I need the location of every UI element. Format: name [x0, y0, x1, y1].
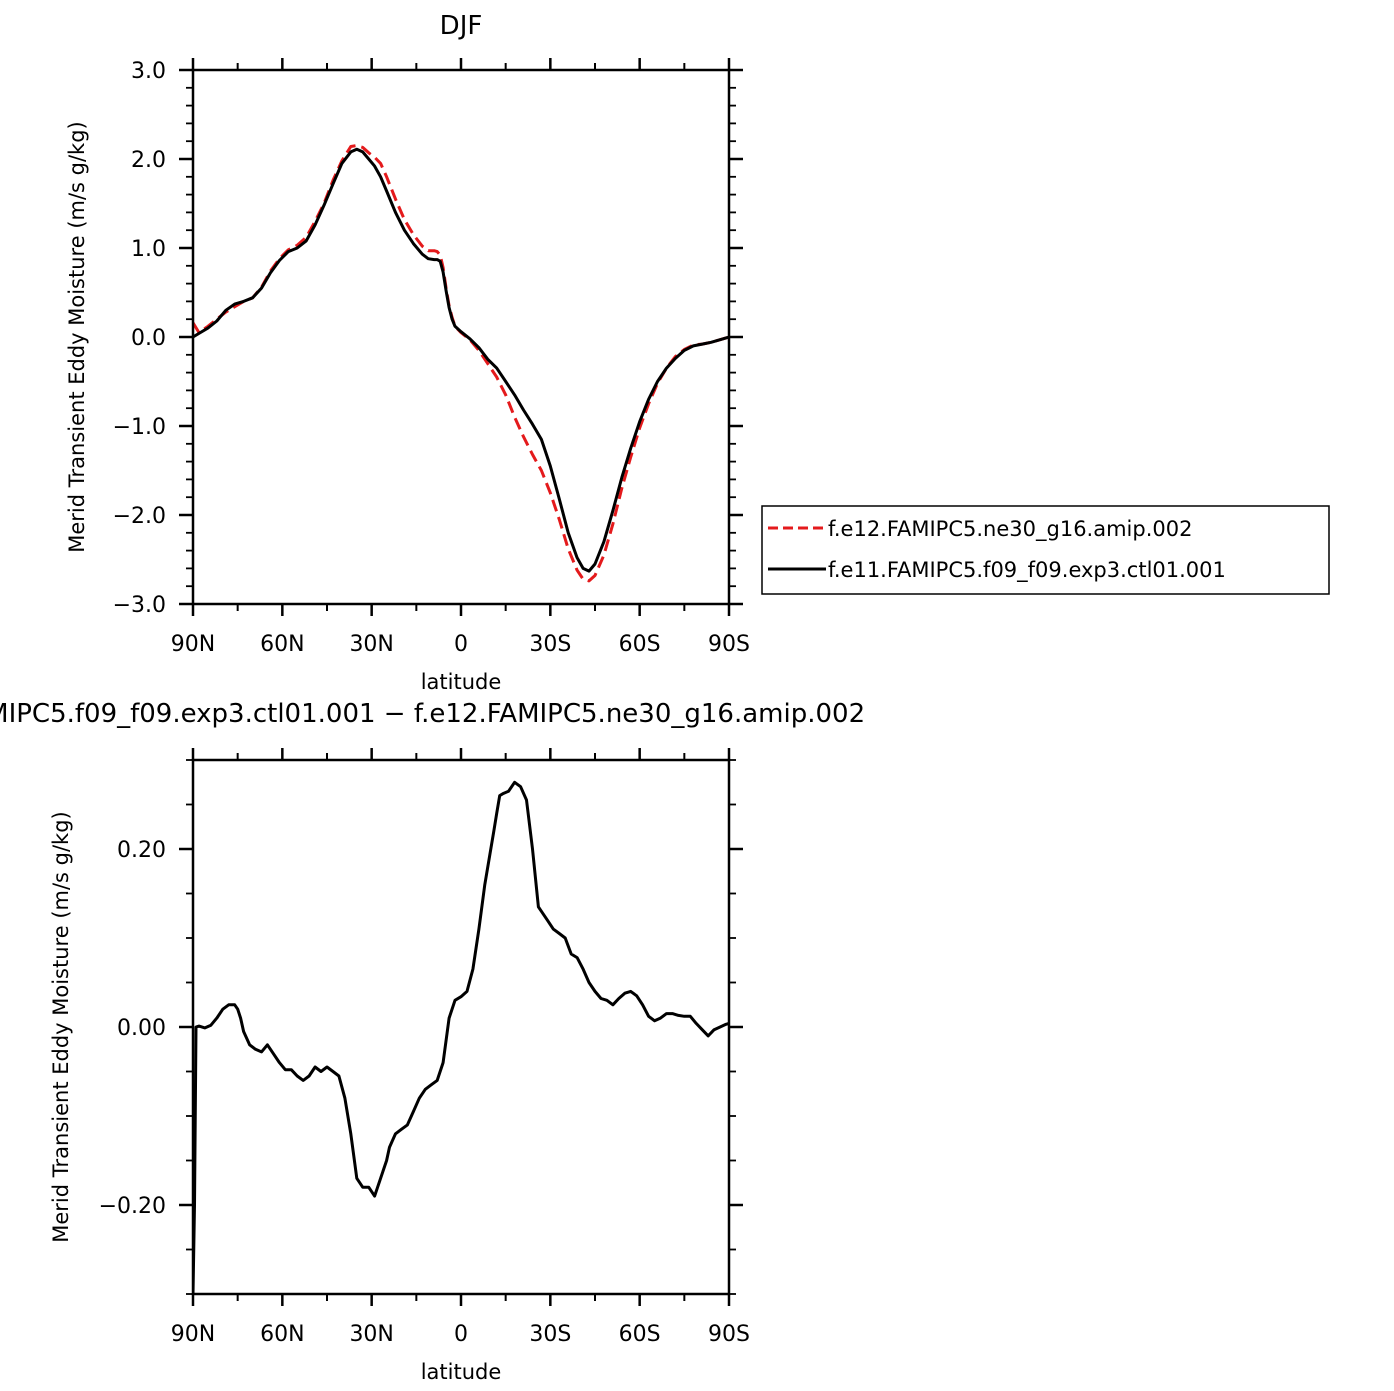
x-tick-label: 30N — [349, 632, 393, 657]
plot-frame — [191, 68, 731, 606]
legend: f.e12.FAMIPC5.ne30_g16.amip.002 f.e11.FA… — [761, 505, 1330, 595]
diff-x-tick-label: 30S — [529, 1322, 571, 1347]
x-tick-label: 0 — [454, 632, 468, 657]
plot-area-difference: 90N 60N 30N 0 30S 60S 90S 0.20 0.00 −0.20 — [99, 748, 750, 1347]
legend-entry-series-2: f.e11.FAMIPC5.f09_f09.exp3.ctl01.001 — [828, 558, 1226, 583]
legend-entry-series-1: f.e12.FAMIPC5.ne30_g16.amip.002 — [828, 517, 1192, 542]
x-tick-label: 60S — [619, 632, 661, 657]
diff-x-tick-label: 0 — [454, 1322, 468, 1347]
diff-x-tick-label: 60N — [260, 1322, 304, 1347]
y-tick-label: 3.0 — [131, 59, 166, 84]
series-line-2 — [193, 147, 729, 573]
y-axis-label-difference: Merid Transient Eddy Moisture (m/s g/kg) — [49, 811, 73, 1243]
diff-series-line-1 — [193, 780, 729, 1294]
diff-x-tick-label: 30N — [349, 1322, 393, 1347]
y-tick-label: −1.0 — [113, 415, 166, 440]
diff-x-tick-label: 90S — [708, 1322, 750, 1347]
diff-y-tick-label: 0.00 — [117, 1016, 166, 1041]
x-tick-label: 30S — [529, 632, 571, 657]
x-axis-label-difference: latitude — [421, 1360, 502, 1384]
diff-x-tick-label: 90N — [171, 1322, 215, 1347]
x-axis-label: latitude — [421, 670, 502, 694]
diff-plot-frame — [191, 758, 731, 1296]
x-tick-label: 90S — [708, 632, 750, 657]
x-tick-label: 90N — [171, 632, 215, 657]
y-tick-label: −3.0 — [113, 593, 166, 618]
series-line-1 — [193, 144, 729, 583]
y-tick-label: 1.0 — [131, 237, 166, 262]
y-axis-label: Merid Transient Eddy Moisture (m/s g/kg) — [65, 121, 89, 553]
y-tick-label: 0.0 — [131, 326, 166, 351]
chart-title: DJF — [440, 11, 483, 41]
panel-bottom: f.e11.FAMIPC5.f09_f09.exp3.ctl01.001 − f… — [0, 699, 865, 1384]
panel-top: DJF Merid Transient Eddy Moisture (m/s g… — [65, 11, 1330, 694]
chart-title-difference: f.e11.FAMIPC5.f09_f09.exp3.ctl01.001 − f… — [0, 699, 865, 729]
diff-y-tick-label: −0.20 — [99, 1194, 166, 1219]
legend-box — [761, 505, 1330, 595]
diff-x-tick-label: 60S — [619, 1322, 661, 1347]
y-tick-label: 2.0 — [131, 148, 166, 173]
x-tick-label: 60N — [260, 632, 304, 657]
diff-y-tick-label: 0.20 — [117, 838, 166, 863]
y-tick-label: −2.0 — [113, 504, 166, 529]
plot-area: 90N 60N 30N 0 30S 60S 90S 3.0 2.0 1.0 0.0 −1.0 −2.0 −… — [113, 58, 750, 657]
